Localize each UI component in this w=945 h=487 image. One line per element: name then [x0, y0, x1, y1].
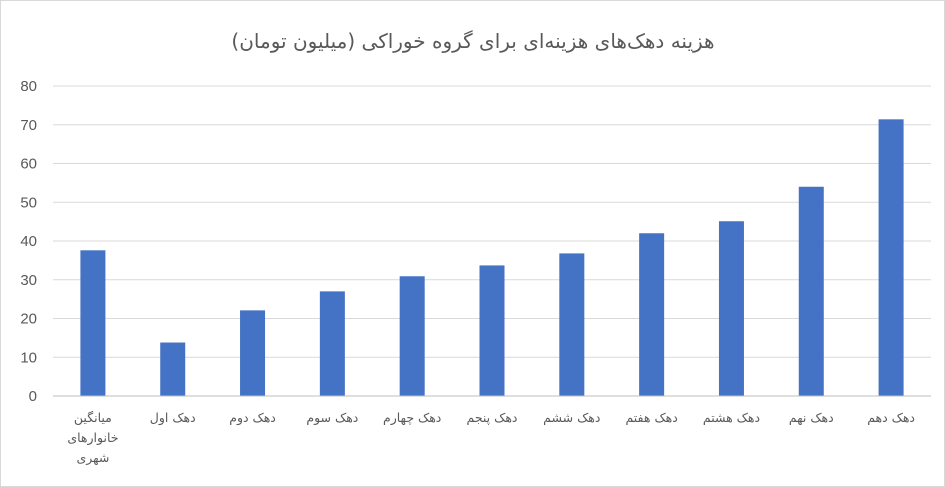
bar [399, 276, 425, 396]
y-tick-label: 20 [20, 311, 37, 328]
category-label: شهری [76, 450, 109, 466]
category-label: دهک هفتم [625, 410, 677, 426]
bar [240, 310, 266, 396]
y-tick-label: 40 [20, 233, 37, 250]
y-tick-label: 30 [20, 272, 37, 289]
category-label: دهک هشتم [703, 410, 760, 426]
category-label: دهک چهارم [383, 410, 441, 426]
y-tick-label: 0 [29, 388, 37, 405]
y-tick-label: 60 [20, 156, 37, 173]
bar [479, 265, 505, 396]
y-tick-label: 70 [20, 117, 37, 134]
bar [319, 291, 345, 396]
y-tick-label: 80 [20, 78, 37, 95]
x-axis-categories: میانگین خانوارهای شهری دهک اول دهک دوم دهک سو… [67, 410, 915, 466]
y-tick-label: 10 [20, 349, 37, 366]
bar [559, 253, 585, 396]
category-label: میانگین [74, 410, 112, 426]
bar [80, 250, 106, 396]
category-label: دهک دوم [229, 410, 276, 426]
y-axis-ticks: 0 10 20 30 40 50 60 70 80 [20, 78, 37, 405]
category-label: دهک دهم [867, 410, 915, 426]
bars [80, 119, 904, 396]
category-label: خانوارهای [67, 430, 118, 446]
category-label: دهک اول [150, 410, 196, 426]
y-tick-label: 50 [20, 194, 37, 211]
bar [798, 186, 824, 396]
bar [718, 221, 744, 396]
chart-title: هزینه دهک‌های هزینه‌ای برای گروه خوراکی … [231, 29, 714, 53]
bar [878, 119, 904, 396]
category-label: دهک نهم [789, 410, 834, 426]
category-label: دهک پنجم [467, 410, 518, 426]
category-label: دهک ششم [543, 410, 600, 426]
bar [160, 342, 186, 396]
bar [639, 233, 665, 396]
category-label: دهک سوم [306, 410, 358, 426]
